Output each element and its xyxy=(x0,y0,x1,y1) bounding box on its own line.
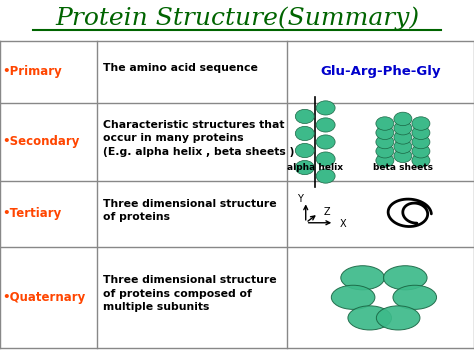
Circle shape xyxy=(376,126,394,140)
Circle shape xyxy=(376,144,394,158)
Text: X: X xyxy=(339,219,346,229)
Circle shape xyxy=(394,131,412,144)
Circle shape xyxy=(376,135,394,149)
Text: alpha helix: alpha helix xyxy=(287,163,343,172)
Text: Three dimensional structure
of proteins composed of
multiple subunits: Three dimensional structure of proteins … xyxy=(103,275,276,312)
Circle shape xyxy=(376,154,394,167)
Text: •Secondary: •Secondary xyxy=(2,136,79,148)
Circle shape xyxy=(316,169,335,183)
Ellipse shape xyxy=(348,306,392,330)
Circle shape xyxy=(412,144,430,158)
Text: •Tertiary: •Tertiary xyxy=(2,207,61,220)
Circle shape xyxy=(316,152,335,166)
Circle shape xyxy=(295,143,314,158)
Ellipse shape xyxy=(341,266,384,290)
Circle shape xyxy=(394,149,412,163)
Text: Three dimensional structure
of proteins: Three dimensional structure of proteins xyxy=(103,198,276,222)
Text: •Primary: •Primary xyxy=(2,65,62,78)
Ellipse shape xyxy=(383,266,427,290)
Circle shape xyxy=(295,160,314,175)
Text: Z: Z xyxy=(323,207,330,217)
Circle shape xyxy=(316,118,335,132)
Circle shape xyxy=(295,109,314,124)
Ellipse shape xyxy=(331,285,375,309)
Circle shape xyxy=(295,126,314,141)
Text: •Quaternary: •Quaternary xyxy=(2,291,85,304)
Ellipse shape xyxy=(376,306,420,330)
Text: Y: Y xyxy=(297,193,303,204)
Circle shape xyxy=(394,121,412,135)
Text: Protein Structure(Summary): Protein Structure(Summary) xyxy=(55,6,419,29)
Text: beta sheets: beta sheets xyxy=(373,163,433,172)
Circle shape xyxy=(376,117,394,130)
Circle shape xyxy=(316,135,335,149)
Circle shape xyxy=(412,117,430,130)
Circle shape xyxy=(412,154,430,167)
Circle shape xyxy=(412,126,430,140)
Text: The amino acid sequence: The amino acid sequence xyxy=(103,63,258,73)
Text: Glu-Arg-Phe-Gly: Glu-Arg-Phe-Gly xyxy=(320,65,441,78)
Ellipse shape xyxy=(393,285,437,309)
Circle shape xyxy=(394,112,412,126)
Circle shape xyxy=(316,101,335,115)
Circle shape xyxy=(412,135,430,149)
Circle shape xyxy=(394,140,412,153)
Text: Characteristic structures that
occur in many proteins
(E.g. alpha helix , beta s: Characteristic structures that occur in … xyxy=(103,120,294,157)
